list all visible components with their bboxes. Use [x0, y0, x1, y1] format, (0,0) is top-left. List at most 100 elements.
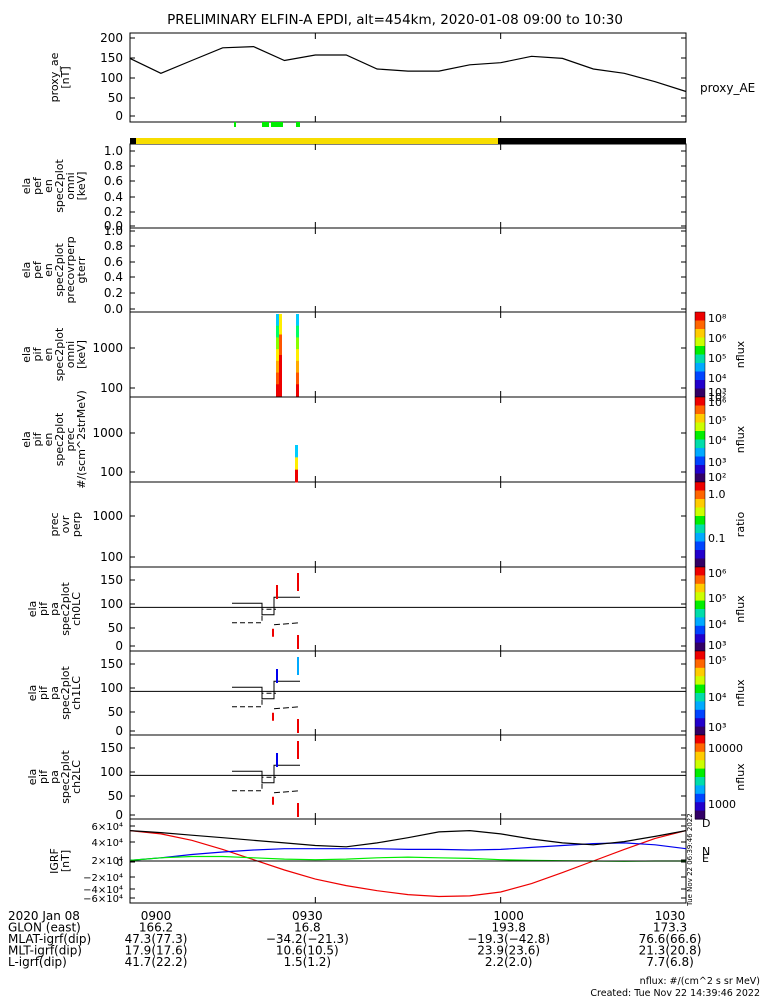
spectrogram-streak: [272, 796, 274, 805]
colorbar-swatch: [695, 507, 705, 517]
y-axis-label: spec2plot: [59, 582, 72, 636]
series-line-proxy-ae: [129, 45, 687, 93]
y-axis-label: ch2LC: [70, 760, 83, 794]
colorbar-swatch: [695, 456, 705, 466]
ephemeris-value: 10.6(10.5): [276, 944, 339, 958]
colorbar-swatch: [695, 337, 705, 347]
y-tick-label: 1000: [92, 341, 123, 355]
colorbar-tick-label: 10⁴: [708, 434, 727, 447]
y-axis-label: en: [42, 179, 55, 193]
y-tick-label: 150: [100, 573, 123, 587]
footer-units: nflux: #/(cm^2 s sr MeV): [640, 976, 760, 987]
colorbar-swatch: [695, 777, 705, 786]
spectrogram-streak: [276, 325, 279, 338]
y-tick-label: 1.0: [104, 144, 123, 158]
colorbar-swatch: [695, 346, 705, 356]
colorbar-swatch: [695, 312, 705, 322]
y-axis-label: pa: [48, 770, 61, 784]
colorbar-3: 10⁶ 10⁵ 10⁴ 10³ nflux: [694, 566, 747, 652]
colorbar-label: nflux: [734, 340, 747, 368]
y-tick-label: 50: [108, 91, 123, 105]
colorbar-tick-label: 10⁶: [708, 332, 727, 345]
colorbar-label: nflux: [734, 425, 747, 453]
colorbar-swatch: [695, 397, 705, 407]
ephemeris-value: 1030: [655, 909, 686, 923]
y-axis-label: gterr: [75, 256, 88, 283]
y-tick-label: 0.2: [104, 205, 123, 219]
panel-pef_omni: elapefenspec2plotomni[keV]1.00.80.60.40.…: [20, 143, 687, 233]
ephemeris-value: 21.3(20.8): [639, 944, 702, 958]
colorbar-label: ratio: [734, 512, 747, 538]
panels: proxy_ae[nT]200150100500proxy_AEelapefen…: [20, 31, 755, 905]
y-tick-label: 0.0: [104, 219, 123, 233]
colorbar-swatch: [695, 760, 705, 770]
y-tick-label: 2×10⁴: [92, 856, 123, 867]
colorbar-swatch: [695, 785, 705, 795]
pitch-angle-trace: [232, 764, 300, 784]
y-tick-label: 100: [100, 550, 123, 564]
y-axis-label: en: [42, 263, 55, 277]
colorbar-swatch: [695, 609, 705, 618]
colorbar-swatch: [695, 320, 705, 330]
y-axis-label: omni: [64, 341, 77, 368]
panel-frame: [129, 396, 687, 483]
spectrogram-streak: [296, 337, 299, 350]
colorbar-swatch: [695, 422, 705, 432]
colorbar-tick-label: 10⁶: [708, 567, 727, 580]
y-axis-label: [keV]: [75, 172, 88, 201]
y-tick-label: 150: [100, 657, 123, 671]
colorbar-swatch: [695, 388, 705, 398]
ephemeris-value: 1.5(1.2): [284, 955, 332, 969]
y-axis-label: proxy_ae: [48, 52, 61, 102]
y-tick-label: 100: [100, 597, 123, 611]
ephemeris-value: 173.3: [653, 921, 687, 935]
colorbar-tick-label: 10³: [708, 639, 726, 652]
colorbar-swatch: [695, 634, 705, 644]
science-zone-bar: [130, 138, 498, 144]
colorbar-swatch: [695, 751, 705, 761]
panel-frame: [129, 566, 687, 652]
y-tick-label: 0.8: [104, 159, 123, 173]
ephemeris-value: −19.3(−42.8): [467, 932, 550, 946]
y-axis-label: ela: [20, 178, 33, 195]
y-tick-label: 0.4: [104, 270, 123, 284]
panel-frame: [129, 311, 687, 398]
y-tick-label: −2×10⁴: [83, 873, 123, 884]
vertical-stamp: Tue Nov 22 06:39:46 2022: [686, 813, 694, 907]
spectrogram-streak: [297, 657, 299, 675]
colorbar-swatch: [695, 473, 705, 483]
panel-frame: [129, 650, 687, 736]
colorbar-tick-label: 10²: [708, 391, 726, 404]
flag-marker: [234, 122, 236, 127]
y-axis-label: ela: [20, 431, 33, 448]
ephemeris-value: 0930: [292, 909, 323, 923]
y-axis-label: ela: [26, 769, 39, 786]
colorbar-swatch: [695, 642, 705, 652]
ephemeris-value: 41.7(22.2): [125, 955, 188, 969]
zone-bar-start: [130, 138, 136, 144]
spectrogram-streak: [276, 337, 279, 350]
spectrogram-streak: [276, 669, 278, 683]
y-tick-label: 100: [100, 681, 123, 695]
colorbar-swatch: [695, 651, 705, 660]
spectrogram-streak: [276, 585, 278, 599]
ephemeris-value: 47.3(77.3): [125, 932, 188, 946]
colorbar-tick-label: 1000: [708, 798, 736, 811]
colorbar-swatch: [695, 431, 705, 441]
igrf-component-label: E: [702, 852, 709, 865]
spectrogram-streak: [276, 384, 279, 397]
colorbar-swatch: [695, 684, 705, 694]
y-axis-label: prec: [64, 427, 77, 451]
colorbar-swatch: [695, 482, 705, 492]
y-axis-label: pif: [37, 601, 50, 616]
spectrogram-streak: [296, 325, 299, 338]
y-tick-label: 0.4: [104, 190, 123, 204]
colorbar-swatch: [695, 768, 705, 778]
colorbar-swatch: [695, 718, 705, 728]
pitch-angle-trace: [232, 776, 276, 792]
colorbar-1: 10⁶ 10⁵ 10⁴ 10³ 10² nflux: [694, 396, 747, 484]
colorbar-swatch: [695, 676, 705, 686]
